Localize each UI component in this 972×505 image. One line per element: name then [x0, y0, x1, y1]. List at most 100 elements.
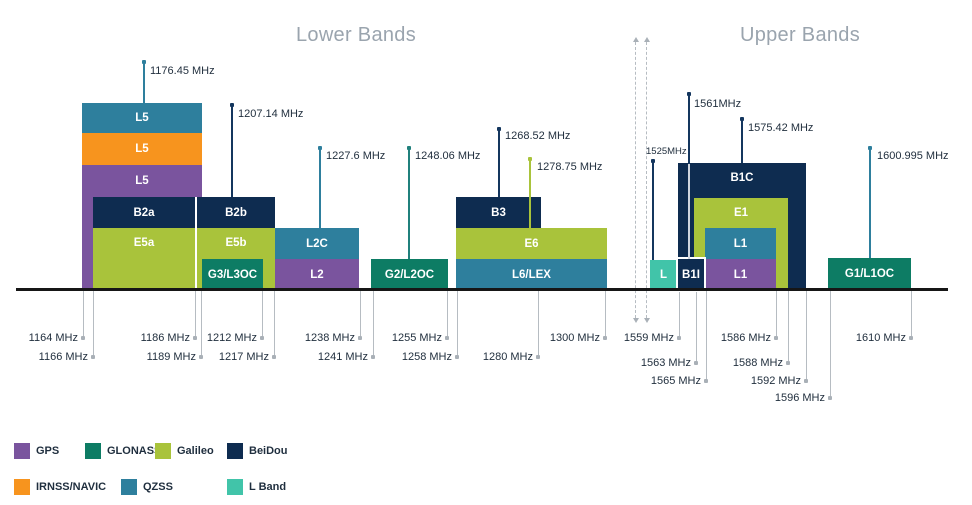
- tick-line-1255-mhz: [447, 291, 448, 338]
- tick-label-1300-mhz: 1300 MHz: [549, 332, 600, 344]
- marker-line-1278-75-mhz: [529, 160, 531, 228]
- band-block-b1i-beidou: B1I: [676, 257, 706, 292]
- tick-label-1212-mhz: 1212 MHz: [206, 332, 257, 344]
- tick-label-1238-mhz: 1238 MHz: [304, 332, 355, 344]
- marker-dot-1176-45-mhz: [142, 60, 146, 64]
- tick-line-1164-mhz: [83, 291, 84, 338]
- legend-label-irnss-navic: IRNSS/NAVIC: [36, 481, 107, 493]
- tick-line-1596-mhz: [830, 291, 831, 398]
- band-block-l5-qzss: L5: [82, 103, 202, 133]
- band-block-l-lband: L: [650, 260, 677, 290]
- marker-line-1176-45-mhz: [143, 63, 145, 103]
- axis-break-arrow-down: [644, 318, 650, 323]
- marker-line-1207-14-mhz: [231, 106, 233, 197]
- band-label: L1: [733, 237, 748, 250]
- tick-dot-1565-mhz: [704, 379, 708, 383]
- tick-label-1241-mhz: 1241 MHz: [317, 351, 368, 363]
- legend-swatch-l-band: [227, 479, 243, 495]
- legend-label-galileo: Galileo: [177, 445, 214, 457]
- tick-dot-1588-mhz: [786, 361, 790, 365]
- tick-dot-1186-mhz: [193, 336, 197, 340]
- marker-line-1600-995-mhz: [869, 149, 871, 258]
- marker-label-1207-14-mhz: 1207.14 MHz: [238, 108, 304, 120]
- tick-line-1166-mhz: [93, 291, 94, 357]
- tick-line-1212-mhz: [262, 291, 263, 338]
- legend-label-qzss: QZSS: [143, 481, 173, 493]
- band-label: L2C: [306, 237, 328, 250]
- tick-dot-1217-mhz: [272, 355, 276, 359]
- tick-dot-1592-mhz: [804, 379, 808, 383]
- marker-dot-1227-6-mhz: [318, 146, 322, 150]
- band-label: G1/L1OC: [844, 268, 895, 280]
- band-block-l6-lex-qzss: L6/LEX: [456, 259, 607, 290]
- marker-line-1227-6-mhz: [319, 149, 321, 228]
- band-label: B1I: [682, 268, 700, 281]
- axis-break-line: [635, 42, 636, 318]
- tick-label-1610-mhz: 1610 MHz: [855, 332, 906, 344]
- marker-line-overlay-1561mhz: [688, 164, 690, 259]
- upper-bands-title: Upper Bands: [739, 24, 861, 46]
- marker-label-1248-06-mhz: 1248.06 MHz: [415, 150, 481, 162]
- band-label: B1C: [730, 172, 754, 184]
- tick-line-1241-mhz: [373, 291, 374, 357]
- tick-dot-1586-mhz: [774, 336, 778, 340]
- axis-break-arrow-down: [633, 318, 639, 323]
- tick-dot-1610-mhz: [909, 336, 913, 340]
- marker-label-1176-45-mhz: 1176.45 MHz: [150, 65, 215, 77]
- band-block-e5a-galileo: E5a: [93, 228, 195, 290]
- band-block-l1-qzss: L1: [705, 228, 776, 259]
- tick-label-1255-mhz: 1255 MHz: [391, 332, 442, 344]
- tick-label-1559-mhz: 1559 MHz: [623, 332, 674, 344]
- band-block-b2b-beidou: B2b: [197, 197, 275, 228]
- tick-dot-1563-mhz: [694, 361, 698, 365]
- band-label: G2/L2OC: [384, 268, 435, 281]
- band-block-l2-gps: L2: [275, 259, 359, 290]
- band-label: L5: [135, 175, 149, 187]
- tick-label-1258-mhz: 1258 MHz: [401, 351, 452, 363]
- axis-break-arrow-up: [644, 37, 650, 42]
- marker-line-1525mhz: [652, 162, 654, 260]
- marker-dot-1268-52-mhz: [497, 127, 501, 131]
- tick-label-1164-mhz: 1164 MHz: [28, 332, 78, 344]
- band-block-g1-l1oc-glonass: G1/L1OC: [828, 258, 911, 290]
- legend-swatch-irnss-navic: [14, 479, 30, 495]
- marker-line-1575-42-mhz: [741, 120, 743, 163]
- tick-dot-1596-mhz: [828, 396, 832, 400]
- band-block-l2c-qzss: L2C: [275, 228, 359, 259]
- tick-dot-1258-mhz: [455, 355, 459, 359]
- marker-label-1600-995-mhz: 1600.995 MHz: [877, 150, 949, 162]
- tick-dot-1300-mhz: [603, 336, 607, 340]
- marker-dot-1278-75-mhz: [528, 157, 532, 161]
- tick-label-1586-mhz: 1586 MHz: [720, 332, 771, 344]
- lower-bands-title: Lower Bands: [295, 24, 417, 46]
- tick-dot-1241-mhz: [371, 355, 375, 359]
- tick-dot-1189-mhz: [199, 355, 203, 359]
- tick-line-1563-mhz: [696, 291, 697, 363]
- tick-dot-1280-mhz: [536, 355, 540, 359]
- tick-dot-1212-mhz: [260, 336, 264, 340]
- legend-swatch-qzss: [121, 479, 137, 495]
- tick-line-1300-mhz: [605, 291, 606, 338]
- tick-line-1280-mhz: [538, 291, 539, 357]
- tick-label-1217-mhz: 1217 MHz: [218, 351, 269, 363]
- band-label: E6: [524, 237, 539, 250]
- tick-label-1166-mhz: 1166 MHz: [38, 351, 88, 363]
- marker-label-1268-52-mhz: 1268.52 MHz: [505, 130, 571, 142]
- band-block-b3-beidou: B3: [456, 197, 541, 228]
- band-block-e6-galileo: E6: [456, 228, 607, 259]
- marker-dot-1248-06-mhz: [407, 146, 411, 150]
- band-label: L1: [733, 268, 748, 281]
- band-label: E5a: [133, 237, 155, 249]
- marker-dot-1561mhz: [687, 92, 691, 96]
- tick-line-1258-mhz: [457, 291, 458, 357]
- marker-line-1248-06-mhz: [408, 149, 410, 259]
- tick-label-1186-mhz: 1186 MHz: [140, 332, 190, 344]
- frequency-axis-baseline: [16, 288, 948, 291]
- marker-dot-1207-14-mhz: [230, 103, 234, 107]
- legend-swatch-glonass: [85, 443, 101, 459]
- legend-label-l-band: L Band: [249, 481, 287, 493]
- legend-swatch-beidou: [227, 443, 243, 459]
- band-block-b2a-beidou: B2a: [93, 197, 195, 228]
- band-block-l1-gps: L1: [705, 259, 776, 290]
- tick-line-1238-mhz: [360, 291, 361, 338]
